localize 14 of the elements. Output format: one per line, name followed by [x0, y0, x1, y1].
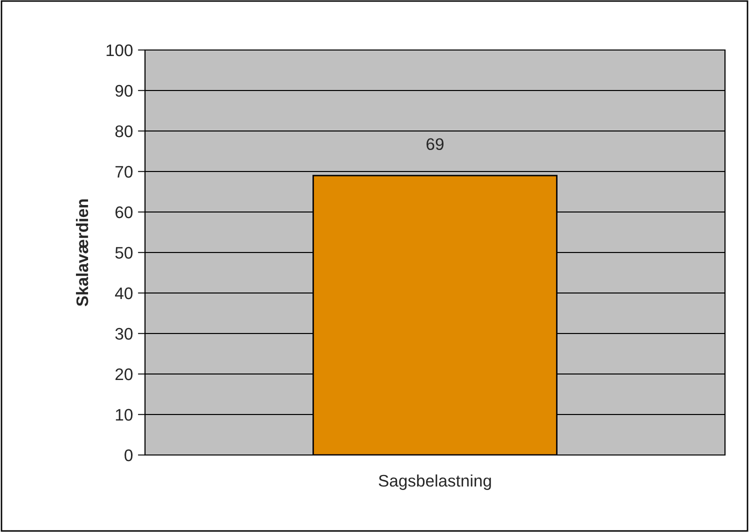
y-tick-label: 70	[116, 166, 133, 178]
y-tick-label: 90	[115, 84, 133, 97]
y-tick-label: 80	[115, 125, 133, 138]
y-tick-label: 50	[115, 246, 133, 259]
y-axis-title: Skalaværdien	[76, 199, 88, 306]
y-tick-label: 30	[115, 328, 133, 340]
y-tick-label: 100	[106, 44, 133, 56]
x-tick-label: Sagsbelastning	[378, 474, 491, 490]
y-tick-label: 10	[116, 408, 133, 421]
data-label: 69	[426, 138, 444, 150]
y-tick-label: 40	[115, 287, 133, 300]
y-tick-label: 0	[124, 449, 133, 462]
y-tick-label: 20	[115, 368, 133, 380]
y-tick-label: 60	[116, 206, 133, 218]
